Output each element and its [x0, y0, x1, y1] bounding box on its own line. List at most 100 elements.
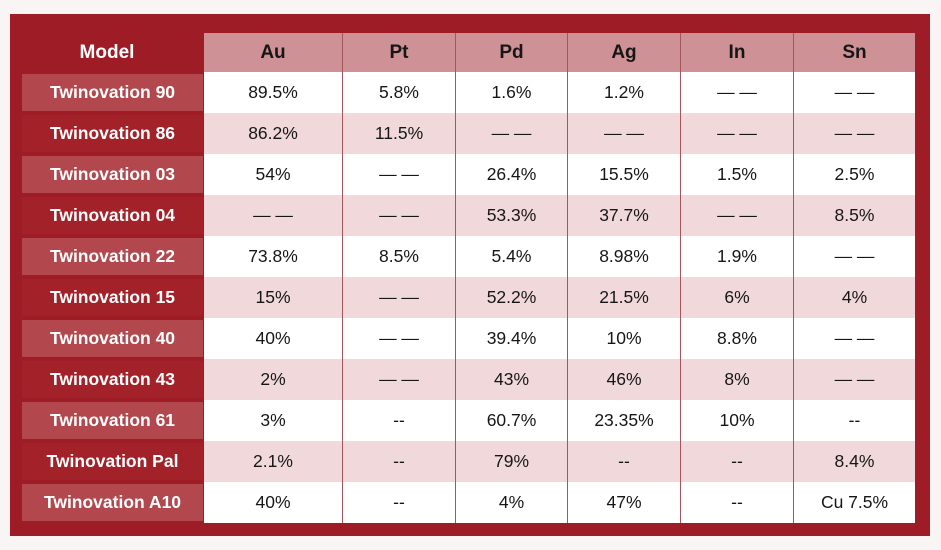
column-header-pt: Pt — [342, 33, 455, 72]
model-label: Twinovation 43 — [10, 359, 204, 400]
row-cells: 40% — —39.4% 10% 8.8% — — — [204, 318, 915, 359]
cell-pt: -- — [342, 482, 455, 523]
cell-sn: — — — [793, 113, 915, 154]
table-row: Twinovation 15 15% — —52.2% 21.5% 6% 4% — [10, 277, 915, 318]
cell-au: 73.8% — [248, 246, 298, 266]
cell-pd: 60.7% — [455, 400, 567, 441]
cell-au: 3% — [260, 410, 286, 430]
cell-in: 1.5% — [680, 154, 793, 195]
cell-ag: 37.7% — [567, 195, 680, 236]
cell-au: — — — [253, 205, 293, 225]
cell-pd: 43% — [455, 359, 567, 400]
cell-ag: 8.98% — [567, 236, 680, 277]
model-label: Twinovation 15 — [10, 277, 204, 318]
table-row: Twinovation 04 — — — —53.3% 37.7% — —8.5% — [10, 195, 915, 236]
cell-ag: -- — [567, 441, 680, 482]
table-row: Twinovation 40 40% — —39.4% 10% 8.8% — — — [10, 318, 915, 359]
model-label: Twinovation 86 — [10, 113, 204, 154]
cell-in: — — — [680, 113, 793, 154]
cell-in: 8% — [680, 359, 793, 400]
cell-au: 40% — [255, 492, 291, 512]
cell-in: -- — [680, 441, 793, 482]
row-cells: 89.5% 5.8% 1.6% 1.2% — — — — — [204, 72, 915, 113]
cell-ag: 15.5% — [567, 154, 680, 195]
row-cells: 54% — —26.4% 15.5% 1.5% 2.5% — [204, 154, 915, 195]
cell-ag: 23.35% — [567, 400, 680, 441]
cell-au: 15% — [255, 287, 291, 307]
row-cells: 2.1% -- 79% -- -- 8.4% — [204, 441, 915, 482]
cell-pd: 1.6% — [455, 72, 567, 113]
row-cells: 86.2% 11.5% — — — — — — — — — [204, 113, 915, 154]
cell-pt: — — — [342, 154, 455, 195]
cell-au: 2.1% — [253, 451, 293, 471]
table-row: Twinovation 61 3% -- 60.7% 23.35% 10% -- — [10, 400, 915, 441]
cell-sn: — — — [793, 359, 915, 400]
cell-sn: 4% — [793, 277, 915, 318]
table-row: Twinovation 86 86.2% 11.5% — — — — — — — — — [10, 113, 915, 154]
cell-pt: -- — [342, 441, 455, 482]
cell-in: — — — [680, 195, 793, 236]
cell-pt: — — — [342, 359, 455, 400]
cell-au: 86.2% — [248, 123, 298, 143]
table-row: Twinovation 43 2% — —43% 46% 8% — — — [10, 359, 915, 400]
cell-ag: 1.2% — [567, 72, 680, 113]
table-row: Twinovation Pal 2.1% -- 79% -- -- 8.4% — [10, 441, 915, 482]
cell-pt: -- — [342, 400, 455, 441]
model-label: Twinovation Pal — [10, 441, 204, 482]
cell-au: 2% — [260, 369, 286, 389]
table-row: Twinovation 22 73.8% 8.5% 5.4% 8.98% 1.9% — — — [10, 236, 915, 277]
cell-ag: 21.5% — [567, 277, 680, 318]
table-row: Twinovation 90 89.5% 5.8% 1.6% 1.2% — — — — — [10, 72, 915, 113]
cell-pt: — — — [342, 195, 455, 236]
row-cells: 15% — —52.2% 21.5% 6% 4% — [204, 277, 915, 318]
cell-sn: 8.4% — [793, 441, 915, 482]
cell-sn: — — — [793, 236, 915, 277]
row-cells: 2% — —43% 46% 8% — — — [204, 359, 915, 400]
table-row: Twinovation A10 40% -- 4% 47% -- Cu 7.5% — [10, 482, 915, 523]
column-header-ag: Ag — [567, 33, 680, 72]
cell-pd: 4% — [455, 482, 567, 523]
cell-in: 8.8% — [680, 318, 793, 359]
cell-pd: 5.4% — [455, 236, 567, 277]
model-label: Twinovation 04 — [10, 195, 204, 236]
cell-sn: — — — [793, 318, 915, 359]
cell-pt: — — — [342, 277, 455, 318]
cell-sn: 2.5% — [793, 154, 915, 195]
table-header-row: Model Au Pt Pd Ag In Sn — [10, 33, 915, 72]
cell-sn: 8.5% — [793, 195, 915, 236]
model-label: Twinovation A10 — [10, 482, 204, 523]
cell-ag: 10% — [567, 318, 680, 359]
model-label: Twinovation 03 — [10, 154, 204, 195]
cell-sn: — — — [793, 72, 915, 113]
cell-au: 40% — [255, 328, 291, 348]
cell-in: — — — [680, 72, 793, 113]
element-headers: Au Pt Pd Ag In Sn — [204, 33, 915, 72]
row-cells: 73.8% 8.5% 5.4% 8.98% 1.9% — — — [204, 236, 915, 277]
cell-sn: Cu 7.5% — [793, 482, 915, 523]
cell-pt: 5.8% — [342, 72, 455, 113]
row-cells: 40% -- 4% 47% -- Cu 7.5% — [204, 482, 915, 523]
cell-pt: 11.5% — [342, 113, 455, 154]
cell-pd: 79% — [455, 441, 567, 482]
cell-sn: -- — [793, 400, 915, 441]
table-row: Twinovation 03 54% — —26.4% 15.5% 1.5% 2.5% — [10, 154, 915, 195]
column-header-au: Au — [260, 41, 286, 63]
column-header-in: In — [680, 33, 793, 72]
model-label: Twinovation 22 — [10, 236, 204, 277]
table-body: Twinovation 90 89.5% 5.8% 1.6% 1.2% — — — — T… — [10, 72, 915, 523]
cell-pt: 8.5% — [342, 236, 455, 277]
model-label: Twinovation 90 — [10, 72, 204, 113]
model-label: Twinovation 40 — [10, 318, 204, 359]
cell-pd: — — — [455, 113, 567, 154]
cell-au: 54% — [255, 164, 291, 184]
cell-in: 6% — [680, 277, 793, 318]
cell-ag: 47% — [567, 482, 680, 523]
column-header-sn: Sn — [793, 33, 915, 72]
model-column-header: Model — [79, 41, 135, 63]
row-cells: 3% -- 60.7% 23.35% 10% -- — [204, 400, 915, 441]
cell-pt: — — — [342, 318, 455, 359]
row-cells: — — — —53.3% 37.7% — —8.5% — [204, 195, 915, 236]
cell-in: -- — [680, 482, 793, 523]
alloy-composition-table: Model Au Pt Pd Ag In Sn Twinovation 90 89.5% 5… — [10, 14, 930, 536]
cell-au: 89.5% — [248, 82, 298, 102]
